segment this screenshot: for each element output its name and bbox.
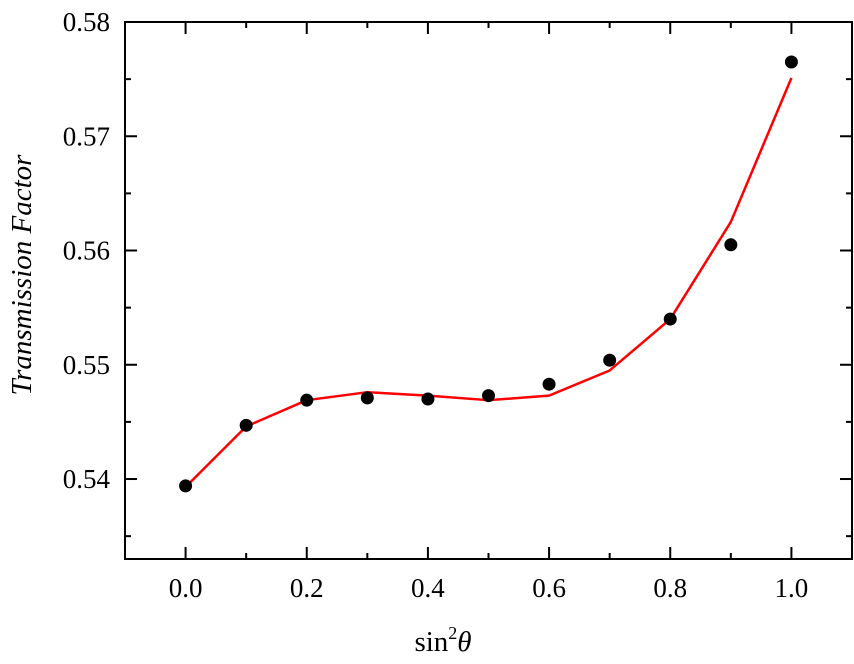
x-axis-label-sup: 2 xyxy=(448,623,457,643)
data-point xyxy=(542,377,556,391)
y-tick-label: 0.58 xyxy=(63,7,110,37)
y-axis-label: Transmission Factor xyxy=(6,154,38,396)
data-point xyxy=(784,55,798,69)
x-tick-label: 0.0 xyxy=(169,573,203,603)
data-point xyxy=(663,312,677,326)
y-tick-label: 0.56 xyxy=(63,236,110,266)
axis-ticks xyxy=(124,21,853,559)
data-point xyxy=(360,391,374,405)
data-point xyxy=(603,353,617,367)
data-series xyxy=(179,55,798,493)
plot-frame xyxy=(124,21,853,560)
data-point xyxy=(724,238,738,252)
x-axis-label-base: sin xyxy=(414,626,448,658)
data-point xyxy=(239,418,253,432)
x-tick-label: 0.8 xyxy=(653,573,687,603)
fit-line xyxy=(184,77,793,488)
data-point xyxy=(179,479,193,493)
x-tick-label: 0.6 xyxy=(532,573,566,603)
data-point xyxy=(421,392,435,406)
x-tick-label: 0.4 xyxy=(411,573,445,603)
axis-tick-labels: 0.0 0.2 0.4 0.6 0.8 1.0 0.54 0.55 0.56 0.57 0.58 xyxy=(63,7,809,603)
x-axis-label: sin2θ xyxy=(414,623,471,658)
x-axis-label-var: θ xyxy=(457,626,471,658)
data-point xyxy=(300,393,314,407)
x-tick-label: 0.2 xyxy=(290,573,324,603)
data-point xyxy=(482,389,495,403)
y-tick-label: 0.57 xyxy=(63,121,110,151)
x-tick-label: 1.0 xyxy=(775,573,809,603)
y-tick-label: 0.54 xyxy=(63,464,111,494)
y-tick-label: 0.55 xyxy=(63,350,110,380)
